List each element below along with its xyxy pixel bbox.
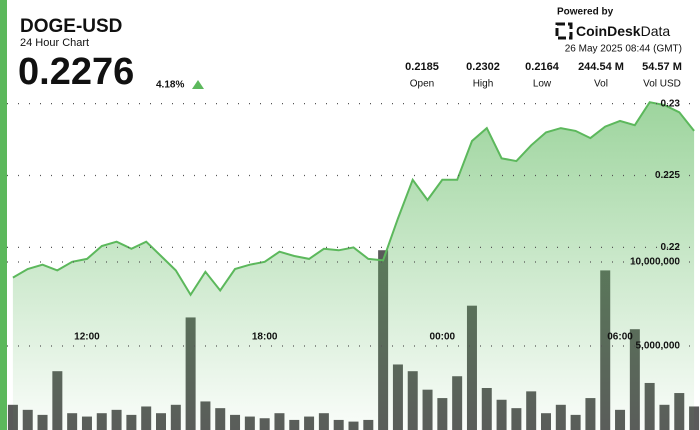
up-arrow [192,80,204,89]
brand: CoinDeskData [576,23,670,39]
stat-label: Low [533,79,552,90]
price-area [12,102,695,430]
brand-sub: Data [641,23,671,39]
y-tick-label: 0.22 [661,242,681,253]
y2-tick-label: 5,000,000 [636,341,681,352]
change: 4.18% [156,80,184,91]
price-layer [12,101,695,430]
stat-value: 54.57 M [642,61,682,73]
x-tick-label: 12:00 [74,332,100,343]
x-tick-label: 00:00 [430,332,456,343]
x-tick-label: 06:00 [607,332,633,343]
stat-value: 0.2302 [466,61,500,73]
stat-value: 0.2185 [405,61,439,73]
y-tick-label: 0.23 [661,98,681,109]
stat-label: Open [410,79,434,90]
stat-label: Vol [594,79,608,90]
timestamp: 26 May 2025 08:44 (GMT) [565,44,682,55]
stat-value: 244.54 M [578,61,624,73]
subtitle: 24 Hour Chart [20,37,89,49]
stats: 0.2185 Open 0.2302 High 0.2164 Low 244.54 M Vol… [405,61,682,90]
brand-logo [555,22,573,40]
price-line [12,101,695,297]
stat-label: High [473,79,494,90]
y2-tick-label: 10,000,000 [630,257,680,268]
stat-value: 0.2164 [525,61,560,73]
price: 0.2276 [18,51,134,93]
powered-by: Powered by [557,7,614,18]
stat-label: Vol USD [643,79,681,90]
title: DOGE-USD [20,16,122,37]
brand-main: CoinDesk [576,23,641,39]
accent-strip [0,0,7,430]
x-tick-label: 18:00 [252,332,278,343]
